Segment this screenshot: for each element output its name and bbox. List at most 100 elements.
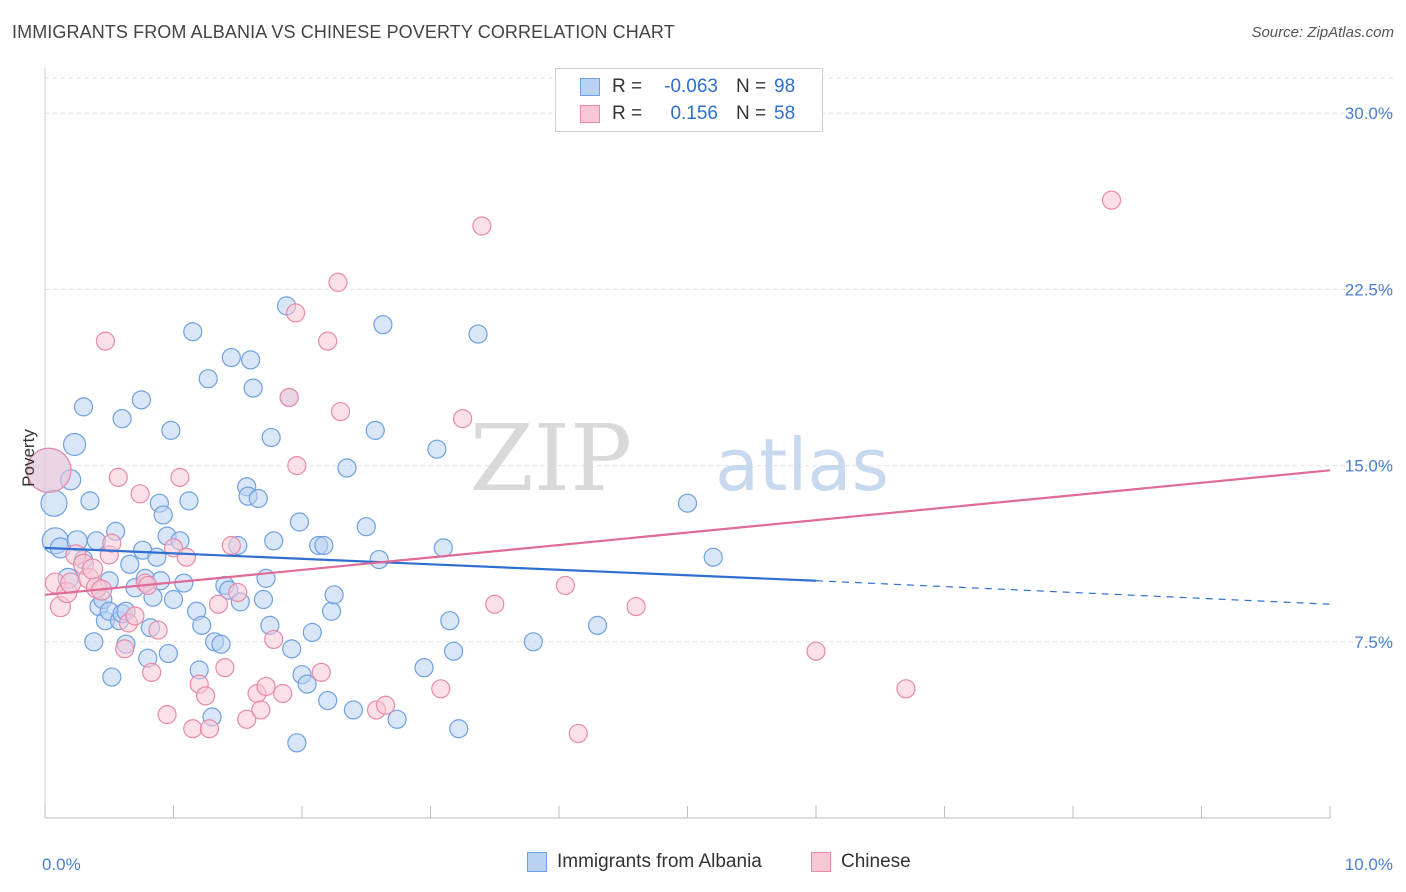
albania-point (248, 488, 268, 509)
chinese-point (148, 620, 168, 640)
chinese-point (221, 535, 241, 556)
legend-r-label: R = (612, 76, 643, 97)
chinese-point (157, 705, 177, 725)
chinese-point (806, 641, 826, 661)
legend-r-label: R = (612, 103, 643, 124)
albania-point (80, 491, 100, 511)
legend-swatch-chinese (580, 105, 600, 123)
albania-point (369, 549, 389, 570)
source-label: Source: ZipAtlas.com (1251, 24, 1394, 41)
legend-r-value: -0.063 (664, 76, 718, 97)
albania-point (321, 601, 342, 621)
albania-point (179, 491, 199, 511)
albania-point (314, 535, 334, 556)
albania-point (523, 632, 543, 652)
y-tick-label: 30.0% (1345, 104, 1393, 123)
albania-point (147, 547, 167, 567)
chinese-point (228, 582, 248, 603)
albania-point (373, 315, 393, 335)
albania-point (297, 674, 317, 694)
series-legend-chinese: Chinese (811, 851, 911, 873)
series-swatch-albania (527, 852, 547, 872)
y-tick-label: 7.5% (1354, 633, 1393, 652)
y-tick-label: 15.0% (1345, 457, 1393, 476)
albania-point (153, 505, 173, 525)
chinese-point (60, 572, 82, 594)
chinese-point (318, 331, 338, 351)
series-label-chinese: Chinese (841, 851, 911, 872)
albania-point (343, 700, 363, 720)
chinese-point (256, 676, 276, 697)
correlation-legend: R = -0.063 N = 98 R = 0.156 N = 58 (555, 68, 823, 132)
albania-point (120, 554, 140, 574)
albania-point (289, 512, 310, 532)
albania-trend-line (44, 546, 817, 582)
watermark-zip: ZIP (470, 405, 632, 512)
chinese-point (485, 594, 505, 614)
albania-point (40, 489, 68, 517)
albania-point (587, 615, 608, 635)
chinese-point (130, 484, 150, 504)
series-legend-albania: Immigrants from Albania (527, 851, 762, 873)
chinese-point (108, 467, 128, 487)
chinese-point (626, 596, 646, 617)
chinese-point (81, 558, 104, 580)
chinese-point (176, 547, 196, 567)
chart-title: IMMIGRANTS FROM ALBANIA VS CHINESE POVER… (12, 22, 675, 42)
albania-point (102, 667, 122, 687)
chinese-point (196, 686, 216, 706)
chinese-point (125, 606, 145, 626)
albania-point (356, 517, 376, 537)
chinese-point (431, 679, 451, 699)
albania-point (241, 350, 261, 370)
series-legend: Immigrants from Albania Chinese (0, 851, 1406, 879)
legend-n-value: 58 (774, 103, 796, 124)
albania-point (161, 420, 181, 440)
albania-point (158, 643, 178, 664)
chinese-point (896, 679, 916, 699)
albania-point (73, 397, 94, 417)
chinese-point (285, 303, 306, 323)
albania-point (253, 589, 274, 610)
legend-n-value: 98 (774, 76, 796, 97)
albania-point (365, 420, 385, 440)
x-tick-label: 0.0% (42, 855, 81, 874)
albania-point (287, 733, 307, 753)
chinese-point (95, 331, 115, 351)
y-tick-label: 22.5% (1345, 280, 1393, 299)
chinese-point (472, 216, 492, 236)
albania-point (440, 611, 460, 631)
series-swatch-chinese (811, 852, 831, 872)
albania-point (221, 347, 241, 368)
albania-point (62, 432, 87, 457)
albania-point (324, 585, 344, 605)
albania-point (198, 369, 218, 389)
albania-point (112, 409, 132, 429)
chinese-point (555, 575, 576, 596)
chinese-point (287, 456, 307, 476)
albania-trend-extension (815, 580, 1331, 605)
albania-point (444, 641, 464, 661)
albania-point (211, 634, 231, 654)
chinese-point (199, 719, 220, 739)
albania-point (163, 589, 184, 610)
albania-point (337, 458, 357, 478)
chinese-point (215, 658, 235, 678)
y-axis-label: Poverty (19, 429, 38, 487)
albania-point (264, 531, 284, 551)
chinese-point (102, 533, 122, 553)
albania-point (449, 719, 469, 739)
albania-point (183, 322, 203, 342)
albania-point (427, 439, 447, 459)
chinese-point (208, 594, 229, 614)
chinese-trend-line (44, 469, 1331, 596)
albania-point (387, 709, 407, 729)
chinese-point (279, 387, 299, 408)
chinese-point (328, 272, 348, 292)
albania-point (414, 658, 434, 678)
albania-point (468, 324, 488, 344)
albania-point (318, 690, 338, 711)
chinese-point (264, 629, 284, 650)
chinese-point (330, 401, 351, 422)
